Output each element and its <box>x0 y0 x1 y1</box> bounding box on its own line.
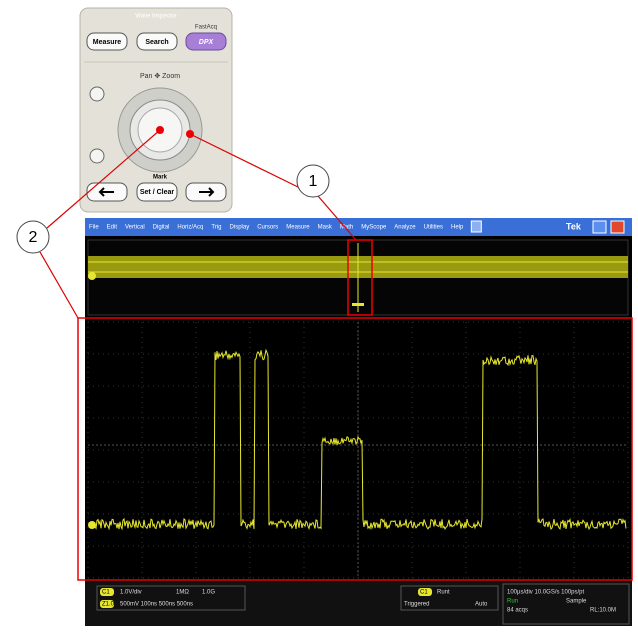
zoom: Z1.0 <box>102 602 115 608</box>
ch1-ground-marker <box>88 521 96 529</box>
brand: Tek <box>566 221 582 231</box>
close-button[interactable] <box>611 221 624 233</box>
ch1: C1 <box>102 590 110 596</box>
menu-item[interactable]: Utilities <box>424 225 443 231</box>
trig-channel: C1 <box>420 590 428 596</box>
ch1-bandwidth: 1.0G <box>202 590 215 596</box>
acqs: 84 acqs <box>507 608 528 614</box>
panel-title: Wave Inspector <box>135 14 176 20</box>
ch1-overview-marker <box>88 272 96 280</box>
menu-item[interactable]: Digital <box>153 225 170 231</box>
menu-item[interactable]: Vertical <box>125 225 145 231</box>
measure-label: Measure <box>93 39 122 46</box>
menu-item[interactable]: Measure <box>286 225 310 231</box>
ch1-impedance: 1MΩ <box>176 590 189 596</box>
acq-mode: Sample <box>566 599 587 605</box>
record-length: RL:10.0M <box>590 608 616 614</box>
menu-item[interactable]: Trig <box>211 225 221 231</box>
callout-1: 1 <box>309 173 318 190</box>
menu-dropdown <box>471 221 481 232</box>
menu-item[interactable]: File <box>89 225 99 231</box>
menu-item[interactable]: Display <box>230 225 250 231</box>
ch1-scale: 1.0V/div <box>120 590 142 596</box>
trig-mode: Auto <box>475 602 488 608</box>
set-clear-label: Set / Clear <box>140 189 175 196</box>
screenshot: Wave Inspector FastAcq Measure Search DP… <box>0 0 638 630</box>
run-state: Run <box>507 599 518 605</box>
zoom-box-marker <box>352 303 364 306</box>
dpx-label: DPX <box>199 39 215 46</box>
menu-item[interactable]: Analyze <box>394 225 416 231</box>
mark-label: Mark <box>153 175 168 181</box>
menu-item[interactable]: Mask <box>318 225 333 231</box>
trig-state: Triggered <box>404 602 429 608</box>
menu-item[interactable]: Cursors <box>257 225 278 231</box>
minimize-button[interactable] <box>593 221 606 233</box>
zoom-values: 500mV 100ns 500ns 500ns <box>120 602 193 608</box>
search-label: Search <box>145 39 168 46</box>
menu-item[interactable]: Edit <box>107 225 118 231</box>
menu-item[interactable]: MyScope <box>361 225 387 231</box>
menu-item[interactable]: Horiz/Acq <box>177 225 203 231</box>
play-pause-button[interactable] <box>90 149 104 163</box>
fastacq-label: FastAcq <box>195 25 217 31</box>
pan-zoom-label: Pan ✥ Zoom <box>140 72 180 80</box>
trig-type: Runt <box>437 590 450 596</box>
callout-2: 2 <box>29 229 38 246</box>
zoom-button[interactable] <box>90 87 104 101</box>
horizontal: 100µs/div 10.0GS/s 100ps/pt <box>507 590 585 596</box>
menu-item[interactable]: Help <box>451 225 464 231</box>
